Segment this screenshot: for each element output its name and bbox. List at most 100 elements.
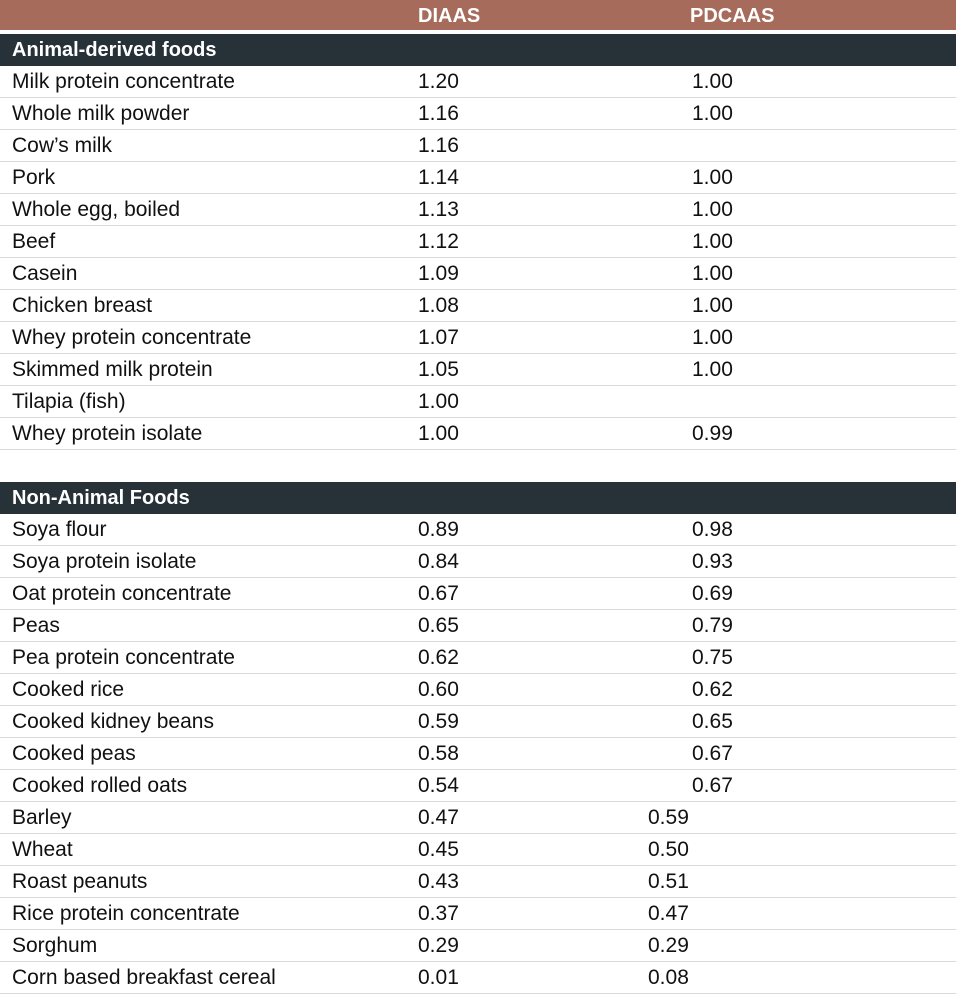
score: 0.51 <box>648 870 689 893</box>
score: 0.65 <box>692 710 733 733</box>
score: 1.12 <box>418 230 459 253</box>
section-title: Animal-derived foods <box>12 39 217 61</box>
table-row: Pork 1.14 1.00 <box>0 162 956 194</box>
score: 0.45 <box>418 838 459 861</box>
score: 0.59 <box>648 806 689 829</box>
table-row: Sorghum 0.29 0.29 <box>0 930 956 962</box>
food-name: Whole milk powder <box>12 102 190 125</box>
header-row: DIAAS PDCAAS <box>0 0 956 32</box>
table-row: Casein 1.09 1.00 <box>0 258 956 290</box>
table-row: Soya flour 0.89 0.98 <box>0 514 956 546</box>
food-name: Cooked rice <box>12 678 125 701</box>
table-row: Beef 1.12 1.00 <box>0 226 956 258</box>
score: 1.00 <box>692 326 733 349</box>
score: 0.62 <box>418 646 459 669</box>
score: 1.00 <box>692 70 733 93</box>
score: 0.79 <box>692 614 733 637</box>
table-row: Cooked peas 0.58 0.67 <box>0 738 956 770</box>
food-name: Cooked rolled oats <box>12 774 188 797</box>
score: 0.29 <box>648 934 689 957</box>
score: 1.13 <box>418 198 459 221</box>
score: 1.00 <box>692 230 733 253</box>
score: 0.01 <box>418 966 459 989</box>
table-row: Whole milk powder 1.16 1.00 <box>0 98 956 130</box>
score: 1.00 <box>692 198 733 221</box>
score: 0.60 <box>418 678 459 701</box>
score: 0.08 <box>648 966 689 989</box>
score: 0.67 <box>692 774 733 797</box>
table-row: Cooked kidney beans 0.59 0.65 <box>0 706 956 738</box>
food-name: Roast peanuts <box>12 870 148 893</box>
score: 1.00 <box>692 294 733 317</box>
section-header: Non-Animal Foods <box>0 482 956 514</box>
table-row: Corn based breakfast cereal 0.01 0.08 <box>0 962 956 994</box>
food-name: Cooked kidney beans <box>12 710 214 733</box>
score: 1.07 <box>418 326 459 349</box>
score: 0.47 <box>648 902 689 925</box>
food-name: Soya protein isolate <box>12 550 197 573</box>
score: 1.14 <box>418 166 459 189</box>
score: 0.75 <box>692 646 733 669</box>
score: 1.00 <box>692 102 733 125</box>
section-header: Animal-derived foods <box>0 34 956 66</box>
food-name: Barley <box>12 806 72 829</box>
table-row: Cooked rice 0.60 0.62 <box>0 674 956 706</box>
table-row: Rice protein concentrate 0.37 0.47 <box>0 898 956 930</box>
score: 0.65 <box>418 614 459 637</box>
score: 0.99 <box>692 422 733 445</box>
score: 0.62 <box>692 678 733 701</box>
score: 1.08 <box>418 294 459 317</box>
table-row: Cow’s milk 1.16 <box>0 130 956 162</box>
score: 0.50 <box>648 838 689 861</box>
score: 0.69 <box>692 582 733 605</box>
score: 1.16 <box>418 102 459 125</box>
food-name: Milk protein concentrate <box>12 70 235 93</box>
food-name: Chicken breast <box>12 294 153 317</box>
food-name: Oat protein concentrate <box>12 582 232 605</box>
score: 0.58 <box>418 742 459 765</box>
food-name: Cow’s milk <box>12 134 112 157</box>
food-name: Beef <box>12 230 56 253</box>
food-name: Tilapia (fish) <box>12 390 126 413</box>
score: 0.84 <box>418 550 459 573</box>
table-row: Roast peanuts 0.43 0.51 <box>0 866 956 898</box>
score: 1.16 <box>418 134 459 157</box>
score: 1.00 <box>418 390 459 413</box>
table-row: Cooked rolled oats 0.54 0.67 <box>0 770 956 802</box>
score: 1.20 <box>418 70 459 93</box>
score: 0.93 <box>692 550 733 573</box>
score: 1.09 <box>418 262 459 285</box>
food-name: Skimmed milk protein <box>12 358 213 381</box>
column-header: DIAAS <box>418 5 481 27</box>
table-row: Chicken breast 1.08 1.00 <box>0 290 956 322</box>
table-row: Skimmed milk protein 1.05 1.00 <box>0 354 956 386</box>
score: 0.67 <box>418 582 459 605</box>
score: 0.98 <box>692 518 733 541</box>
food-name: Casein <box>12 262 78 285</box>
table-row: Peas 0.65 0.79 <box>0 610 956 642</box>
section-title: Non-Animal Foods <box>12 487 190 509</box>
table-row: Barley 0.47 0.59 <box>0 802 956 834</box>
table-row: Wheat 0.45 0.50 <box>0 834 956 866</box>
score: 0.29 <box>418 934 459 957</box>
score: 0.37 <box>418 902 459 925</box>
food-name: Cooked peas <box>12 742 136 765</box>
table-row: Pea protein concentrate 0.62 0.75 <box>0 642 956 674</box>
table-row: Tilapia (fish) 1.00 <box>0 386 956 418</box>
score: 0.89 <box>418 518 459 541</box>
score: 1.00 <box>692 166 733 189</box>
score: 1.05 <box>418 358 459 381</box>
food-name: Rice protein concentrate <box>12 902 240 925</box>
score: 1.00 <box>418 422 459 445</box>
table-row: Whole egg, boiled 1.13 1.00 <box>0 194 956 226</box>
food-name: Soya flour <box>12 518 107 541</box>
score: 1.00 <box>692 358 733 381</box>
score: 0.59 <box>418 710 459 733</box>
table-row: Whey protein isolate 1.00 0.99 <box>0 418 956 450</box>
table-row: Milk protein concentrate 1.20 1.00 <box>0 66 956 98</box>
food-name: Wheat <box>12 838 73 861</box>
food-name: Pea protein concentrate <box>12 646 235 669</box>
score: 0.54 <box>418 774 459 797</box>
score: 1.00 <box>692 262 733 285</box>
